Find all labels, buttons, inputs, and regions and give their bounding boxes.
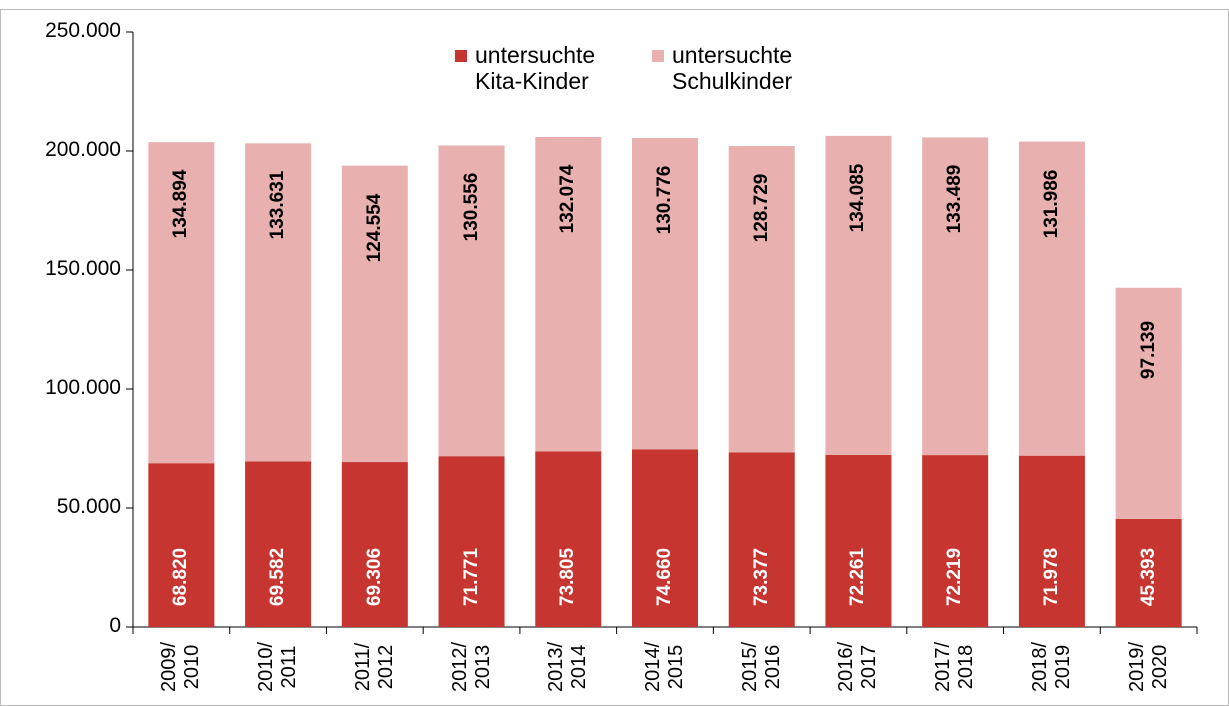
bar-segment <box>438 456 505 627</box>
bar-segment <box>535 451 602 627</box>
bar-segment <box>922 137 989 456</box>
value-label: 133.489 <box>944 165 966 234</box>
bar-segment <box>1018 455 1085 627</box>
x-tick-label: 2015/ 2016 <box>738 641 784 693</box>
y-tick-label: 50.000 <box>56 495 121 518</box>
value-label: 130.776 <box>654 165 676 235</box>
x-tick-label: 2009/ 2010 <box>158 641 204 693</box>
x-tick-label: 2019/ 2020 <box>1125 641 1171 693</box>
y-tick-label: 250.000 <box>45 19 121 42</box>
x-tick-label: 2011/ 2012 <box>351 642 397 692</box>
bar-segment <box>148 463 215 627</box>
bar-segment <box>825 135 892 456</box>
value-label: 74.660 <box>654 547 676 607</box>
y-tick-label: 150.000 <box>45 257 121 280</box>
legend-swatch <box>455 50 467 62</box>
bar-segment <box>728 452 795 627</box>
bar-segment <box>148 142 215 464</box>
legend-label: untersuchte Schulkinder <box>672 42 793 95</box>
bar-segment <box>922 455 989 627</box>
value-label: 71.978 <box>1040 547 1062 607</box>
value-label: 134.894 <box>170 169 192 239</box>
x-tick-label: 2013/ 2014 <box>545 641 591 693</box>
value-label: 73.377 <box>750 547 772 607</box>
x-tick-label: 2018/ 2019 <box>1028 641 1074 693</box>
bar-segment <box>1018 141 1085 456</box>
value-label: 124.554 <box>363 193 385 262</box>
value-label: 130.556 <box>460 173 482 242</box>
y-tick-label: 0 <box>109 614 121 637</box>
legend-label: untersuchte Kita-Kinder <box>475 42 596 95</box>
value-label: 133.631 <box>267 171 289 240</box>
legend-swatch <box>652 50 664 62</box>
x-tick-label: 2017/ 2018 <box>932 641 978 693</box>
bar-segment <box>632 138 698 450</box>
x-tick-label: 2012/ 2013 <box>448 641 494 693</box>
bar-segment <box>438 145 505 457</box>
value-label: 131.986 <box>1040 169 1062 238</box>
y-tick-label: 200.000 <box>45 138 121 161</box>
bar-segment <box>535 137 602 452</box>
value-label: 72.219 <box>944 547 966 607</box>
value-label: 97.139 <box>1137 320 1159 379</box>
bar-segment <box>245 143 312 462</box>
value-label: 45.393 <box>1137 547 1159 607</box>
value-label: 71.771 <box>460 547 482 607</box>
value-label: 73.805 <box>557 547 579 607</box>
x-tick-label: 2016/ 2017 <box>835 641 881 693</box>
bar-segment <box>825 455 892 627</box>
x-tick-label: 2010/ 2011 <box>255 641 301 693</box>
value-label: 134.085 <box>847 163 869 233</box>
bar-segment <box>1115 287 1182 519</box>
bar-segment <box>245 461 312 627</box>
bar-segment <box>341 462 408 627</box>
value-label: 69.306 <box>363 547 385 607</box>
y-tick-label: 100.000 <box>45 376 121 399</box>
value-label: 132.074 <box>557 164 579 234</box>
bar-segment <box>728 145 795 453</box>
bar-segment <box>1115 518 1182 627</box>
value-label: 128.729 <box>750 173 772 243</box>
x-tick-label: 2014/ 2015 <box>642 641 687 693</box>
value-label: 68.820 <box>170 547 192 607</box>
value-label: 69.582 <box>267 547 289 607</box>
value-label: 72.261 <box>847 547 869 607</box>
bar-segment <box>341 165 408 463</box>
bar-segment <box>632 449 698 627</box>
